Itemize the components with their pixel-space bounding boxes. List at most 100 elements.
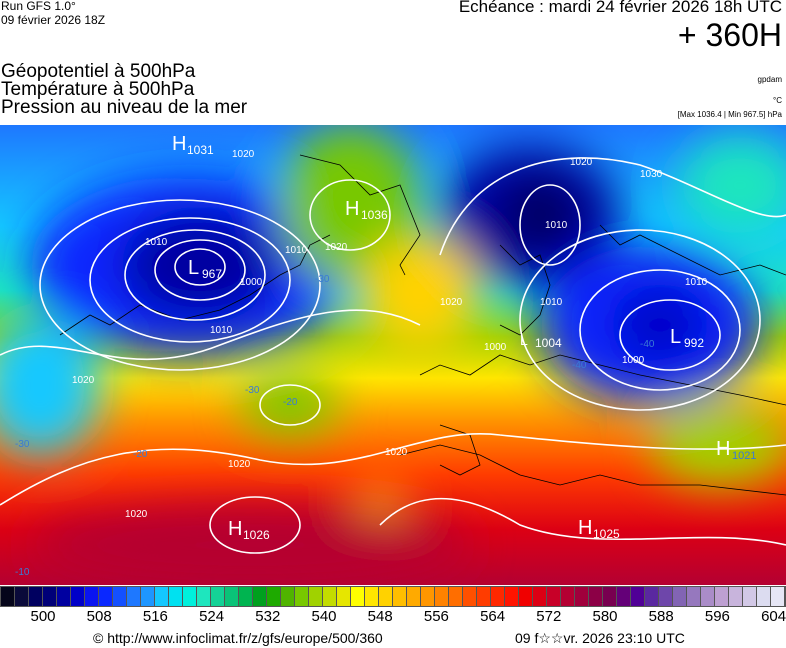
colorbar-swatch: [743, 587, 757, 606]
colorbar-swatch: [351, 587, 365, 606]
svg-text:1020: 1020: [570, 157, 593, 168]
colorbar-swatch: [589, 587, 603, 606]
svg-text:-20: -20: [283, 397, 298, 408]
high-center: H 1036: [345, 198, 388, 222]
colorbar-tick-label: 604: [761, 608, 786, 625]
colorbar-swatch: [57, 587, 71, 606]
colorbar-swatch: [141, 587, 155, 606]
pressure-centers: H 1031 H 1036 L 967 L 1004 L 992 H 1021 H 1026 …: [172, 133, 756, 542]
colorbar: [0, 586, 786, 607]
colorbar-swatch: [519, 587, 533, 606]
colorbar-swatch: [687, 587, 701, 606]
colorbar-swatch: [211, 587, 225, 606]
colorbar-swatch: [421, 587, 435, 606]
low-center: L 1004: [520, 332, 562, 350]
center-value: 1031: [187, 143, 214, 157]
colorbar-swatch: [715, 587, 729, 606]
center-type: H: [345, 198, 359, 220]
colorbar-swatch: [449, 587, 463, 606]
center-type: H: [578, 517, 592, 539]
svg-text:-30: -30: [315, 274, 330, 285]
map-titles: Géopotentiel à 500hPa Température à 500h…: [1, 62, 247, 117]
svg-text:1020: 1020: [385, 447, 408, 458]
colorbar-swatch: [435, 587, 449, 606]
colorbar-tick-label: 540: [311, 608, 337, 625]
colorbar-swatch: [463, 587, 477, 606]
colorbar-tick-label: 572: [536, 608, 562, 625]
svg-text:1020: 1020: [125, 509, 148, 520]
colorbar-swatch: [267, 587, 281, 606]
colorbar-swatch: [85, 587, 99, 606]
colorbar-tick-label: 516: [142, 608, 168, 625]
unit-geopotential: gpdam: [757, 75, 782, 84]
center-value: 1004: [535, 336, 562, 350]
colorbar-swatch: [505, 587, 519, 606]
svg-text:-30: -30: [245, 385, 260, 396]
colorbar-swatch: [337, 587, 351, 606]
colorbar-tick-label: 588: [648, 608, 674, 625]
colorbar-swatch: [491, 587, 505, 606]
svg-text:1000: 1000: [484, 342, 507, 353]
colorbar-swatch: [309, 587, 323, 606]
colorbar-swatch: [617, 587, 631, 606]
unit-temperature: °C: [773, 96, 782, 105]
run-model: Run GFS 1.0°: [1, 0, 76, 13]
colorbar-tick-label: 500: [30, 608, 56, 625]
svg-text:-40: -40: [572, 360, 587, 371]
high-center: H 1026: [228, 518, 270, 542]
center-type: L: [670, 326, 681, 348]
colorbar-swatch: [155, 587, 169, 606]
colorbar-swatch: [393, 587, 407, 606]
colorbar-swatch: [225, 587, 239, 606]
colorbar-swatch: [113, 587, 127, 606]
center-type: H: [172, 133, 186, 155]
colorbar-swatch: [533, 587, 547, 606]
high-center: H 1025: [578, 517, 620, 541]
colorbar-swatch: [29, 587, 43, 606]
colorbar-swatch: [407, 587, 421, 606]
svg-text:1010: 1010: [210, 325, 233, 336]
colorbar-tick-label: 580: [592, 608, 618, 625]
colorbar-swatch: [547, 587, 561, 606]
svg-text:1010: 1010: [540, 297, 563, 308]
svg-text:1030: 1030: [640, 169, 663, 180]
colorbar-swatch: [239, 587, 253, 606]
colorbar-swatch: [673, 587, 687, 606]
center-value: 967: [202, 267, 222, 281]
low-center: L 967: [188, 257, 222, 281]
colorbar-swatch: [71, 587, 85, 606]
high-center: H 1021: [716, 438, 756, 462]
run-info: Run GFS 1.0° 09 février 2026 18Z: [1, 0, 105, 27]
colorbar-swatch: [603, 587, 617, 606]
svg-text:1020: 1020: [325, 242, 348, 253]
colorbar-ticks: 500 508 516 524 532 540 548 556 564 572 580 588 596 6…: [0, 608, 786, 628]
run-date: 09 février 2026 18Z: [1, 13, 106, 27]
colorbar-tick-label: 548: [367, 608, 393, 625]
center-value: 1026: [243, 528, 270, 542]
colorbar-swatch: [253, 587, 267, 606]
center-type: H: [716, 438, 730, 460]
svg-text:-20: -20: [133, 449, 148, 460]
temperature-field: [0, 125, 786, 585]
colorbar-swatch: [281, 587, 295, 606]
title-temperature: Température à 500hPa: [1, 79, 195, 100]
svg-text:1010: 1010: [145, 237, 168, 248]
center-value: 1025: [593, 527, 620, 541]
colorbar-tick-label: 508: [86, 608, 112, 625]
colorbar-swatch: [575, 587, 589, 606]
colorbar-tick-label: 564: [480, 608, 506, 625]
svg-text:1020: 1020: [228, 459, 251, 470]
svg-text:1020: 1020: [440, 297, 463, 308]
coastlines: [59, 154, 786, 496]
svg-text:-40: -40: [640, 339, 655, 350]
colorbar-swatch: [729, 587, 743, 606]
colorbar-tick-label: 556: [423, 608, 449, 625]
colorbar-swatch: [379, 587, 393, 606]
colorbar-swatch: [43, 587, 57, 606]
svg-text:-30: -30: [15, 439, 30, 450]
high-center: H 1031: [172, 133, 214, 157]
colorbar-swatch: [127, 587, 141, 606]
low-center: L 992: [670, 326, 704, 350]
colorbar-swatch: [645, 587, 659, 606]
colorbar-swatch: [99, 587, 113, 606]
